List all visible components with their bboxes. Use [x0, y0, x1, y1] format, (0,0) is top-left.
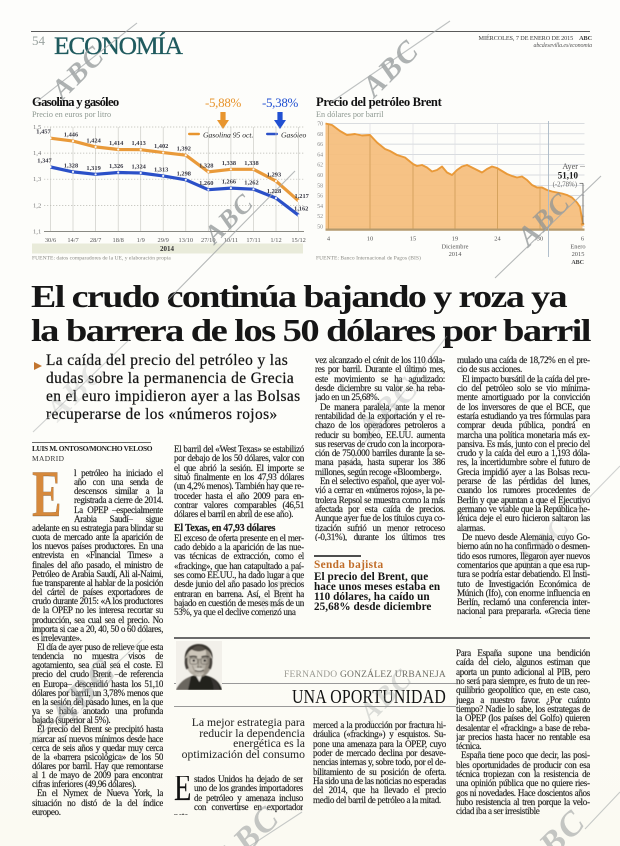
svg-text:10: 10	[367, 236, 373, 243]
svg-text:1,326: 1,326	[109, 163, 124, 170]
svg-text:52: 52	[317, 214, 323, 220]
svg-text:1,313: 1,313	[154, 166, 168, 173]
svg-text:FUENTE: Banco Internacional de: FUENTE: Banco Internacional de Pagos (BI…	[316, 255, 421, 262]
svg-text:1,392: 1,392	[177, 146, 191, 153]
svg-text:50: 50	[317, 225, 323, 231]
svg-text:68: 68	[317, 132, 323, 138]
svg-text:1,413: 1,413	[132, 140, 146, 147]
svg-text:ABC: ABC	[571, 260, 584, 266]
svg-text:60: 60	[317, 173, 323, 179]
svg-text:1,424: 1,424	[86, 137, 101, 144]
svg-text:2015: 2015	[572, 251, 585, 258]
svg-text:-5,88%: -5,88%	[205, 95, 242, 110]
svg-text:1,338: 1,338	[222, 160, 236, 167]
svg-text:29/9: 29/9	[158, 237, 169, 244]
svg-text:1,347: 1,347	[37, 158, 52, 165]
svg-text:51,10: 51,10	[558, 171, 579, 181]
svg-text:Gasóleo: Gasóleo	[281, 130, 307, 139]
svg-text:30: 30	[537, 236, 543, 243]
svg-text:28/7: 28/7	[90, 237, 102, 244]
svg-text:1,319: 1,319	[86, 165, 100, 172]
svg-text:56: 56	[317, 194, 323, 200]
svg-text:1,414: 1,414	[109, 140, 124, 147]
svg-text:18/8: 18/8	[113, 237, 124, 244]
svg-text:1/9: 1/9	[137, 237, 145, 244]
svg-text:1,328: 1,328	[64, 162, 78, 169]
svg-text:2014: 2014	[449, 251, 463, 258]
svg-text:58: 58	[317, 183, 323, 189]
svg-text:Precio en euros por litro: Precio en euros por litro	[32, 110, 111, 119]
svg-text:1,446: 1,446	[64, 132, 79, 139]
svg-text:24: 24	[494, 236, 501, 243]
svg-text:6: 6	[581, 236, 584, 243]
svg-text:En dólares por barril: En dólares por barril	[316, 110, 384, 119]
svg-text:1,3: 1,3	[33, 176, 42, 183]
svg-text:4: 4	[327, 236, 331, 243]
svg-text:1,1: 1,1	[33, 229, 41, 236]
svg-text:1,402: 1,402	[154, 143, 168, 150]
svg-text:62: 62	[317, 163, 323, 169]
svg-text:1,5: 1,5	[33, 124, 42, 131]
svg-text:Gasolina 95 oct.: Gasolina 95 oct.	[203, 130, 254, 139]
svg-text:Enero: Enero	[570, 244, 585, 251]
svg-text:FUENTE: datos comparadores de: FUENTE: datos comparadores de la UE, y e…	[32, 256, 171, 262]
svg-text:1,162: 1,162	[294, 206, 308, 213]
svg-text:Precio del petróleo Brent: Precio del petróleo Brent	[316, 95, 443, 109]
svg-text:66: 66	[317, 142, 323, 148]
svg-text:Diciembre: Diciembre	[442, 244, 469, 251]
svg-text:Ayer: Ayer	[562, 162, 578, 171]
svg-text:14/7: 14/7	[67, 237, 79, 244]
svg-text:-5,38%: -5,38%	[262, 95, 299, 110]
svg-text:64: 64	[317, 152, 323, 158]
svg-text:15: 15	[410, 236, 416, 243]
svg-text:19: 19	[452, 236, 458, 243]
svg-text:1,324: 1,324	[132, 164, 147, 171]
svg-text:1,457: 1,457	[36, 129, 51, 136]
svg-text:1,2: 1,2	[33, 202, 41, 209]
svg-text:1,4: 1,4	[33, 150, 42, 157]
svg-text:70: 70	[317, 122, 323, 128]
svg-text:1,217: 1,217	[295, 193, 310, 200]
svg-text:(-2,78%): (-2,78%)	[553, 182, 577, 189]
svg-text:30/6: 30/6	[45, 237, 56, 244]
svg-text:1,338: 1,338	[244, 160, 258, 167]
svg-text:1,328: 1,328	[199, 162, 213, 169]
svg-text:2014: 2014	[160, 245, 175, 253]
svg-text:15/12: 15/12	[291, 237, 306, 244]
svg-text:54: 54	[317, 204, 323, 210]
